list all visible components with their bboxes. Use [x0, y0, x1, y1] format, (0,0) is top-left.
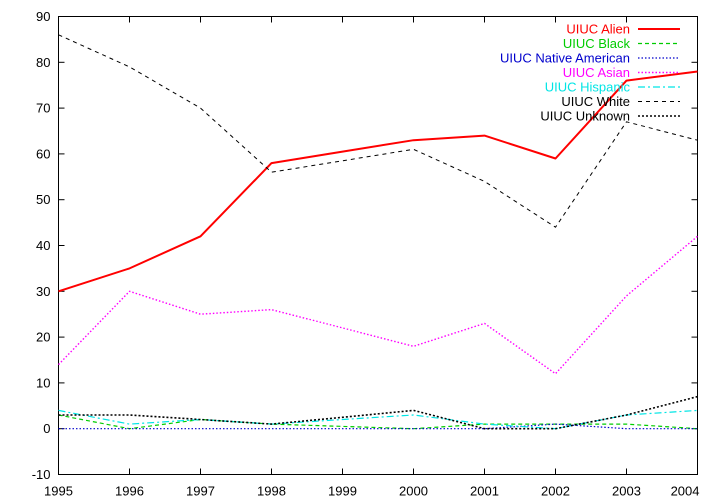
legend-label: UIUC White [561, 94, 630, 109]
x-tick-label: 1998 [257, 484, 286, 499]
series-line-uiuc-black [58, 414, 698, 430]
x-tick-label: 1999 [328, 484, 357, 499]
legend-label: UIUC Black [563, 36, 631, 51]
series-line-uiuc-white [58, 34, 698, 228]
y-tick-label: 70 [36, 101, 50, 116]
x-tick-label: 2001 [470, 484, 499, 499]
y-tick-label: 20 [36, 330, 50, 345]
series-line-uiuc-unknown [58, 395, 698, 430]
y-tick-label: 40 [36, 238, 50, 253]
x-tick-label: 2000 [399, 484, 428, 499]
series-line-uiuc-native-american [58, 423, 698, 430]
y-axis-tick-labels: -10 0 10 20 30 40 50 60 70 80 90 [32, 9, 51, 482]
legend-label: UIUC Unknown [540, 109, 630, 124]
y-tick-label: -10 [32, 467, 51, 482]
x-axis-tick-labels: 1995 1996 1997 1998 1999 2000 2001 2002 2003 2004 [44, 484, 699, 499]
y-tick-label: 90 [36, 9, 50, 24]
x-tick-label: 1997 [186, 484, 215, 499]
y-tick-label: 30 [36, 284, 50, 299]
legend-label: UIUC Alien [566, 22, 630, 37]
y-tick-label: 60 [36, 146, 50, 161]
y-tick-label: 80 [36, 55, 50, 70]
series-lines [57, 34, 698, 430]
series-line-uiuc-alien [58, 70, 698, 293]
legend-label: UIUC Hispanic [545, 80, 631, 95]
x-tick-label: 1996 [115, 484, 144, 499]
x-tick-label: 2004 [671, 484, 700, 499]
legend-label: UIUC Asian [563, 65, 630, 80]
x-tick-label: 1995 [44, 484, 73, 499]
x-tick-label: 2002 [541, 484, 570, 499]
x-tick-label: 2003 [612, 484, 641, 499]
y-tick-label: 10 [36, 375, 50, 390]
y-tick-label: 50 [36, 192, 50, 207]
series-line-uiuc-asian [57, 235, 698, 375]
y-tick-label: 0 [43, 421, 50, 436]
legend-label: UIUC Native American [500, 51, 630, 66]
